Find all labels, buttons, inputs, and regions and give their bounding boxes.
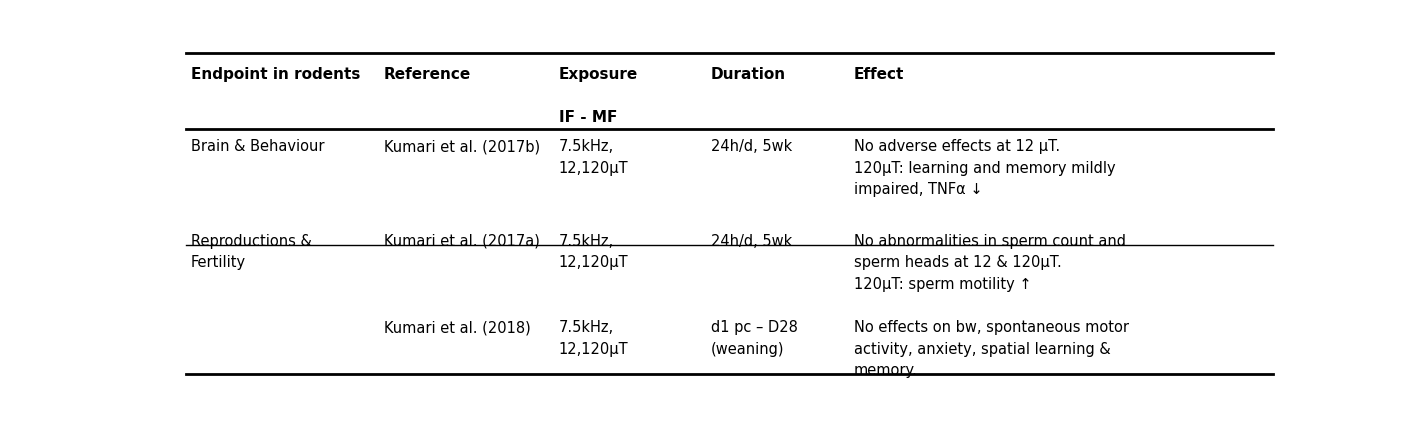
Text: 7.5kHz,
12,120μT: 7.5kHz, 12,120μT [558, 320, 628, 357]
Text: 24h/d, 5wk: 24h/d, 5wk [710, 234, 791, 249]
Text: Kumari et al. (2018): Kumari et al. (2018) [384, 320, 530, 335]
Text: Reproductions &
Fertility: Reproductions & Fertility [190, 234, 311, 271]
Text: No abnormalities in sperm count and
sperm heads at 12 & 120μT.
120μT: sperm moti: No abnormalities in sperm count and sper… [854, 234, 1125, 292]
Text: d1 pc – D28
(weaning): d1 pc – D28 (weaning) [710, 320, 797, 357]
Text: No adverse effects at 12 μT.
120μT: learning and memory mildly
impaired, TNFα ↓: No adverse effects at 12 μT. 120μT: lear… [854, 139, 1115, 197]
Text: 7.5kHz,
12,120μT: 7.5kHz, 12,120μT [558, 139, 628, 176]
Text: 24h/d, 5wk: 24h/d, 5wk [710, 139, 791, 154]
Text: Brain & Behaviour: Brain & Behaviour [190, 139, 324, 154]
Text: IF - MF: IF - MF [558, 110, 617, 125]
Text: Endpoint in rodents: Endpoint in rodents [190, 67, 360, 82]
Text: Exposure: Exposure [558, 67, 638, 82]
Text: Kumari et al. (2017b): Kumari et al. (2017b) [384, 139, 540, 154]
Text: Kumari et al. (2017a): Kumari et al. (2017a) [384, 234, 540, 249]
Text: Effect: Effect [854, 67, 904, 82]
Text: Reference: Reference [384, 67, 470, 82]
Text: No effects on bw, spontaneous motor
activity, anxiety, spatial learning &
memory: No effects on bw, spontaneous motor acti… [854, 320, 1128, 379]
Text: Duration: Duration [710, 67, 786, 82]
Text: 7.5kHz,
12,120μT: 7.5kHz, 12,120μT [558, 234, 628, 271]
